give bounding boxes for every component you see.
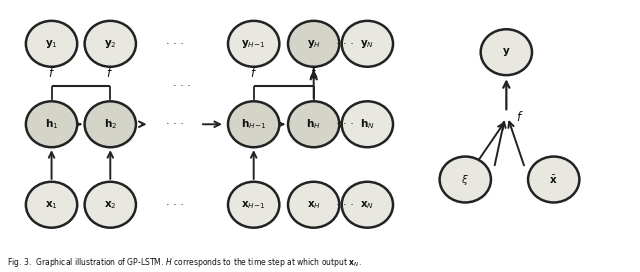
Text: Fig. 3.  Graphical illustration of GP-LSTM. $H$ corresponds to the time step at : Fig. 3. Graphical illustration of GP-LST… [7,256,362,269]
Text: $\mathbf{x}_H$: $\mathbf{x}_H$ [307,199,321,211]
Ellipse shape [342,21,393,67]
Ellipse shape [228,21,279,67]
Ellipse shape [228,101,279,147]
Text: · · ·: · · · [166,119,184,129]
Text: $\bar{\mathbf{x}}$: $\bar{\mathbf{x}}$ [550,174,558,186]
Text: $f$: $f$ [250,66,257,80]
Ellipse shape [26,101,77,147]
Text: $\mathbf{y}_2$: $\mathbf{y}_2$ [104,38,116,50]
Text: $\mathbf{h}_N$: $\mathbf{h}_N$ [360,117,375,131]
Text: · · ·: · · · [173,81,191,91]
Text: $f$: $f$ [516,110,524,124]
Ellipse shape [288,101,339,147]
Text: · · ·: · · · [166,39,184,49]
Ellipse shape [342,182,393,228]
Ellipse shape [440,157,491,202]
Text: $f$: $f$ [106,66,114,80]
Text: $\mathbf{y}_H$: $\mathbf{y}_H$ [307,38,321,50]
Text: $\mathbf{y}_1$: $\mathbf{y}_1$ [45,38,58,50]
Text: $\mathbf{h}_1$: $\mathbf{h}_1$ [45,117,58,131]
Text: $\mathbf{x}_1$: $\mathbf{x}_1$ [45,199,58,211]
Text: $\mathbf{h}_{H\!-\!1}$: $\mathbf{h}_{H\!-\!1}$ [241,117,266,131]
Ellipse shape [288,182,339,228]
Text: $f$: $f$ [48,66,55,80]
Ellipse shape [84,101,136,147]
Text: $\mathbf{y}_N$: $\mathbf{y}_N$ [360,38,374,50]
Ellipse shape [528,157,579,202]
Ellipse shape [26,182,77,228]
Ellipse shape [481,29,532,75]
Ellipse shape [26,21,77,67]
Ellipse shape [228,182,279,228]
Text: $\mathbf{y}$: $\mathbf{y}$ [502,46,511,58]
Text: $\mathbf{y}_{H\!-\!1}$: $\mathbf{y}_{H\!-\!1}$ [241,38,266,50]
Ellipse shape [288,21,339,67]
Text: $\mathbf{h}_H$: $\mathbf{h}_H$ [307,117,321,131]
Text: $\mathbf{x}_2$: $\mathbf{x}_2$ [104,199,116,211]
Text: · · ·: · · · [337,200,354,210]
Text: $\mathbf{x}_{H\!-\!1}$: $\mathbf{x}_{H\!-\!1}$ [241,199,266,211]
Ellipse shape [84,182,136,228]
Ellipse shape [84,21,136,67]
Text: $\mathbf{h}_2$: $\mathbf{h}_2$ [104,117,117,131]
Text: $\mathbf{x}_N$: $\mathbf{x}_N$ [360,199,374,211]
Text: · · ·: · · · [166,200,184,210]
Text: · · ·: · · · [337,119,354,129]
Text: · · ·: · · · [337,39,354,49]
Ellipse shape [342,101,393,147]
Text: $f$: $f$ [310,66,317,80]
Text: $\xi$: $\xi$ [461,172,469,187]
